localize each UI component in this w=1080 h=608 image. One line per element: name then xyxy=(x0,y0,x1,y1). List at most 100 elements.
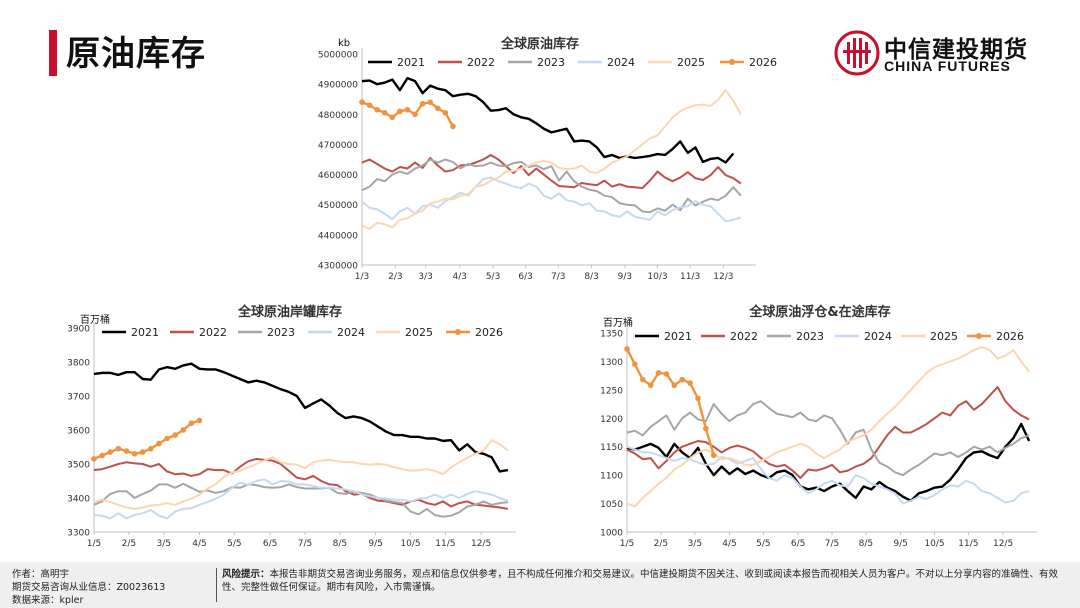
data-point-2026 xyxy=(148,445,154,452)
data-point-2026 xyxy=(374,106,380,113)
data-point-2026 xyxy=(632,361,638,368)
data-point-2026 xyxy=(679,376,685,383)
y-tick-label: 4900000 xyxy=(318,81,358,91)
y-tick-label: 1350 xyxy=(600,330,623,340)
legend-label-2026: 2026 xyxy=(475,326,503,339)
x-tick-label: 9/5 xyxy=(368,539,382,549)
series-line-2025 xyxy=(93,439,509,510)
legend-label-2022: 2022 xyxy=(730,330,758,343)
footer-source: 数据来源：kpler xyxy=(12,595,84,606)
x-tick-label: 8/5 xyxy=(333,539,347,549)
footer-risk-label: 风险提示： xyxy=(222,569,270,580)
data-point-2026 xyxy=(196,417,203,424)
legend-label-2022: 2022 xyxy=(467,56,495,69)
legend-marker-2026 xyxy=(729,59,735,65)
legend-label-2023: 2023 xyxy=(537,56,565,69)
data-point-2026 xyxy=(404,106,411,113)
x-tick-label: 4/3 xyxy=(453,272,467,282)
data-point-2026 xyxy=(359,99,365,106)
series-line-2021 xyxy=(361,76,735,164)
china-futures-logo-icon xyxy=(834,30,880,76)
series-line-2022 xyxy=(626,386,1030,479)
x-tick-label: 1/5 xyxy=(87,539,101,549)
data-point-2026 xyxy=(115,445,122,452)
legend-label-2025: 2025 xyxy=(677,56,705,69)
footer-author: 作者：高明宇 xyxy=(12,569,70,580)
x-tick-label: 10/5 xyxy=(400,539,420,549)
legend-marker-2026 xyxy=(455,329,461,335)
data-point-2026 xyxy=(164,435,170,442)
page-title: 原油库存 xyxy=(66,34,206,74)
logo-text-en: CHINA FUTURES xyxy=(884,58,1011,74)
y-tick-label: 4500000 xyxy=(318,201,358,211)
data-point-2026 xyxy=(695,395,701,402)
x-tick-label: 7/5 xyxy=(825,539,839,549)
y-tick-label: 1100 xyxy=(600,472,623,482)
series-line-2025 xyxy=(361,89,742,230)
footer: 作者：高明宇 期货交易咨询从业信息：Z0023613 数据来源：kpler 风险… xyxy=(0,562,1080,608)
x-tick-label: 8/3 xyxy=(584,272,598,282)
legend-label-2023: 2023 xyxy=(267,326,295,339)
x-tick-label: 2/5 xyxy=(654,539,668,549)
series-line-2022 xyxy=(93,457,509,510)
data-point-2026 xyxy=(703,425,709,432)
data-point-2026 xyxy=(450,123,456,130)
series-line-2024 xyxy=(361,176,742,223)
legend-label-2024: 2024 xyxy=(864,330,892,343)
y-tick-label: 1000 xyxy=(600,529,623,539)
y-axis-unit: kb xyxy=(338,38,350,49)
x-tick-label: 4/5 xyxy=(722,539,736,549)
x-tick-label: 5/5 xyxy=(756,539,770,549)
data-point-2026 xyxy=(419,100,426,107)
x-tick-label: 12/5 xyxy=(471,539,491,549)
x-tick-label: 9/5 xyxy=(893,539,907,549)
data-point-2026 xyxy=(442,109,449,116)
data-point-2026 xyxy=(139,449,146,455)
y-tick-label: 5000000 xyxy=(318,51,358,61)
series-line-2025 xyxy=(626,346,1030,508)
series-line-2023 xyxy=(93,482,509,518)
data-point-2026 xyxy=(91,456,97,462)
data-point-2026 xyxy=(156,440,162,447)
y-tick-label: 3400 xyxy=(67,495,90,505)
logo-text-cn: 中信建投期货 xyxy=(884,37,1028,63)
legend-label-2026: 2026 xyxy=(996,330,1024,343)
x-tick-label: 11/3 xyxy=(680,272,700,282)
x-tick-label: 11/5 xyxy=(435,539,455,549)
legend-label-2026: 2026 xyxy=(749,56,777,69)
data-point-2026 xyxy=(427,99,433,106)
legend-label-2021: 2021 xyxy=(397,56,425,69)
y-tick-label: 3500 xyxy=(67,461,90,471)
legend-label-2025: 2025 xyxy=(930,330,958,343)
x-tick-label: 7/5 xyxy=(298,539,312,549)
data-point-2026 xyxy=(663,371,670,377)
data-point-2026 xyxy=(397,108,403,115)
x-tick-label: 3/5 xyxy=(688,539,702,549)
x-tick-label: 12/5 xyxy=(993,539,1013,549)
footer-divider xyxy=(216,568,217,602)
legend-label-2022: 2022 xyxy=(199,326,227,339)
footer-risk-text: 本报告非期货交易咨询业务服务，观点和信息仅供参考，且不构成任何推介和交易建议。中… xyxy=(222,569,1059,593)
x-tick-label: 12/3 xyxy=(713,272,733,282)
y-tick-label: 4700000 xyxy=(318,141,358,151)
y-tick-label: 3800 xyxy=(67,359,90,369)
series-line-2022 xyxy=(361,153,742,190)
y-tick-label: 1200 xyxy=(600,415,623,425)
data-point-2026 xyxy=(381,109,388,116)
y-axis-unit: 百万桶 xyxy=(80,313,110,326)
data-point-2026 xyxy=(624,346,630,352)
y-tick-label: 3600 xyxy=(67,427,90,437)
data-point-2026 xyxy=(655,370,662,376)
legend-label-2024: 2024 xyxy=(607,56,635,69)
chart-title: 全球原油库存 xyxy=(500,36,579,52)
series-line-2023 xyxy=(626,400,1030,477)
data-point-2026 xyxy=(188,420,195,426)
data-point-2026 xyxy=(710,452,717,459)
chart-title: 全球原油浮仓&在途库存 xyxy=(748,304,890,320)
logo: 中信建投期货 CHINA FUTURES xyxy=(834,28,1044,78)
x-tick-label: 2/3 xyxy=(388,272,402,282)
x-tick-label: 10/5 xyxy=(924,539,944,549)
data-point-2026 xyxy=(639,376,646,383)
y-tick-label: 4800000 xyxy=(318,111,358,121)
